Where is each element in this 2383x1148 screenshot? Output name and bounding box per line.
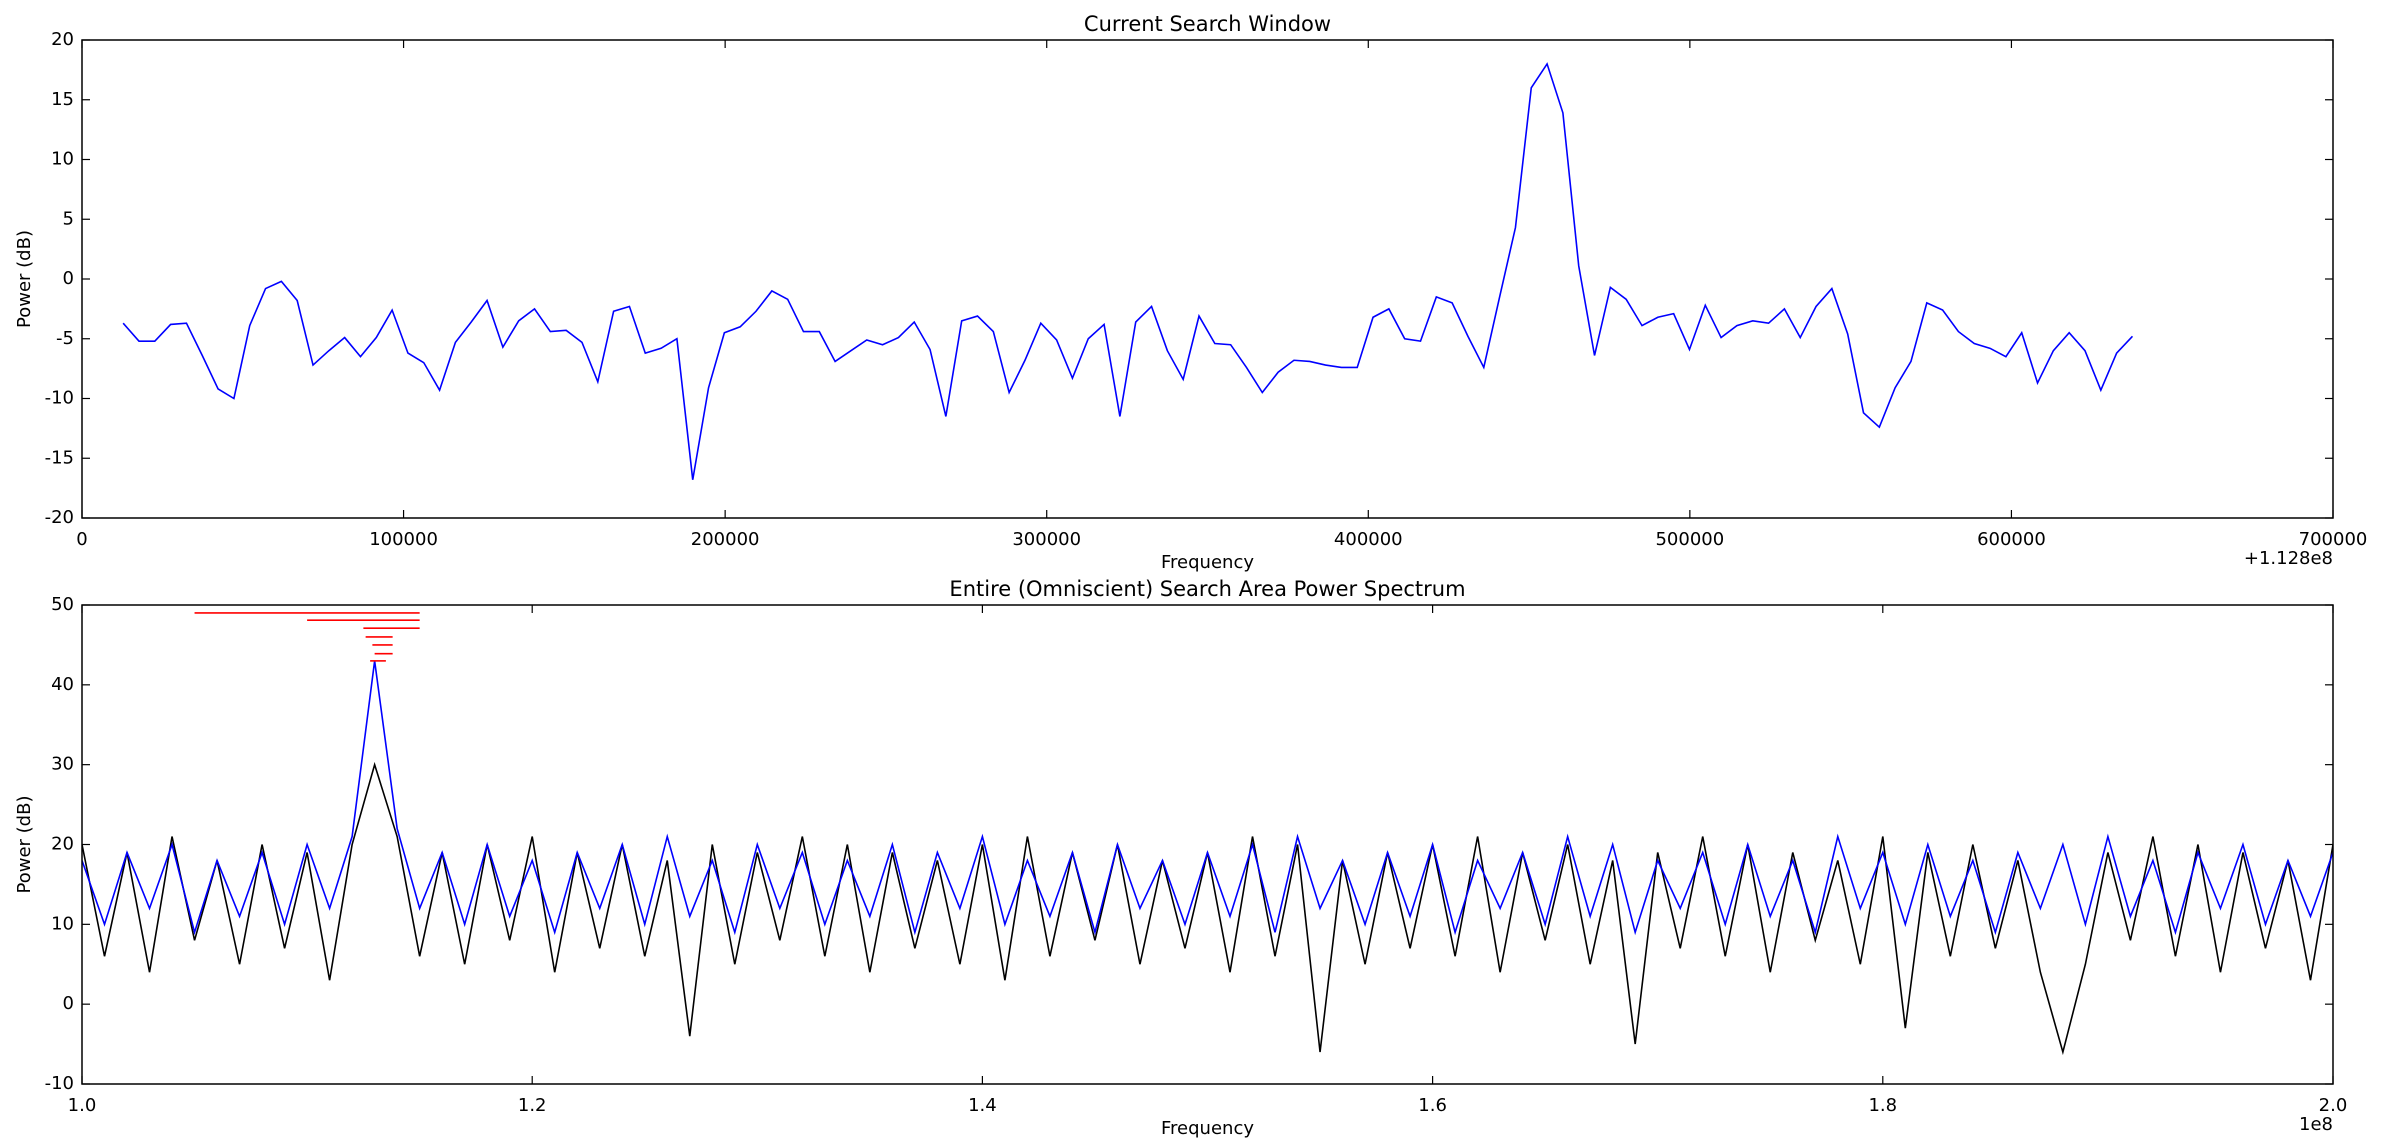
y-tick-label: 30 xyxy=(51,754,74,775)
y-tick-label: -20 xyxy=(45,507,74,528)
x-tick-label: 400000 xyxy=(1334,529,1403,550)
plot-frame xyxy=(81,604,2334,1085)
y-tick-label: -15 xyxy=(45,447,74,468)
y-tick-label: 5 xyxy=(63,208,74,229)
x-tick-label: 300000 xyxy=(1012,529,1081,550)
y-tick-label: -10 xyxy=(45,1073,74,1094)
y-axis-label: Power (dB) xyxy=(14,796,35,894)
y-tick-label: 20 xyxy=(51,29,74,50)
x-tick-label: 200000 xyxy=(691,529,760,550)
x-offset-label: 1e8 xyxy=(2299,1114,2333,1135)
x-tick-label: 2.0 xyxy=(2319,1095,2348,1116)
y-axis-label: Power (dB) xyxy=(14,230,35,328)
y-tick-label: 40 xyxy=(51,674,74,695)
x-tick-label: 1.8 xyxy=(1868,1095,1897,1116)
chart-title: Current Search Window xyxy=(1084,12,1331,36)
y-tick-label: -5 xyxy=(56,328,74,349)
series-line xyxy=(82,660,2333,936)
x-tick-label: 1.4 xyxy=(968,1095,997,1116)
series-line xyxy=(122,62,2134,480)
y-tick-label: 20 xyxy=(51,834,74,855)
x-axis-label: Frequency xyxy=(1161,1118,1254,1139)
x-tick-label: 1.6 xyxy=(1418,1095,1447,1116)
y-tick-label: 0 xyxy=(63,268,74,289)
y-tick-label: 10 xyxy=(51,913,74,934)
x-offset-label: +1.128e8 xyxy=(2244,548,2333,569)
x-tick-label: 100000 xyxy=(369,529,438,550)
plot-frame xyxy=(81,39,2334,519)
x-tick-label: 500000 xyxy=(1655,529,1724,550)
x-tick-label: 1.0 xyxy=(68,1095,97,1116)
x-tick-label: 600000 xyxy=(1977,529,2046,550)
x-tick-label: 1.2 xyxy=(518,1095,547,1116)
x-axis-label: Frequency xyxy=(1161,552,1254,573)
x-tick-label: 700000 xyxy=(2299,529,2368,550)
y-tick-label: 10 xyxy=(51,149,74,170)
chart-title: Entire (Omniscient) Search Area Power Sp… xyxy=(949,577,1465,601)
y-tick-label: 15 xyxy=(51,89,74,110)
y-tick-label: 0 xyxy=(63,993,74,1014)
y-tick-label: -10 xyxy=(45,388,74,409)
x-tick-label: 0 xyxy=(76,529,87,550)
y-tick-label: 50 xyxy=(51,594,74,615)
